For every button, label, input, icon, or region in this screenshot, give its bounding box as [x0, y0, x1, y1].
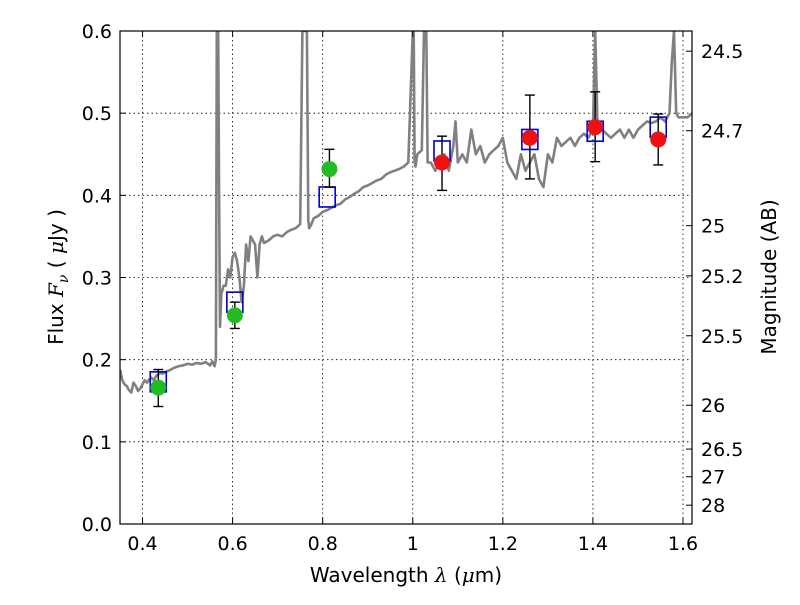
mag-tick-label: 25.2 — [701, 266, 743, 288]
grid-layer — [120, 30, 692, 525]
mag-tick-label: 26 — [701, 395, 725, 417]
mag-tick-label: 27 — [701, 467, 725, 489]
mag-tick-label: 26.5 — [701, 439, 743, 461]
model-flux-square — [318, 186, 336, 208]
observed-flux-point — [650, 131, 667, 148]
x-tick-label: 1.6 — [668, 533, 698, 555]
tick-layer: 0.4 0.6 0.8 1 1.2 1.4 1.6 0.0 0.1 0.2 0.3 0.4 0.5 0.6… — [82, 21, 744, 555]
x-axis-label: Wavelength λ (μm) — [310, 563, 502, 587]
mag-tick-label: 24.5 — [701, 41, 743, 63]
y-tick-label: 0.5 — [82, 103, 112, 125]
y-tick-label: 0.6 — [82, 21, 112, 43]
y-tick-label: 0.0 — [82, 514, 112, 536]
mag-tick-label: 28 — [701, 495, 725, 517]
template-spectrum-line — [120, 31, 692, 394]
spectrum-layer — [120, 31, 692, 394]
observed-flux-point — [150, 379, 167, 396]
observed-flux-point — [587, 119, 604, 136]
mag-tick-label: 25 — [701, 216, 725, 238]
y-axis-label: Flux Fν ( μJy ) — [44, 209, 72, 345]
x-tick-label: 1.2 — [488, 533, 518, 555]
x-tick-label: 0.6 — [217, 533, 247, 555]
y-tick-label: 0.4 — [82, 185, 112, 207]
y-tick-label: 0.2 — [82, 350, 112, 372]
observed-flux-point — [321, 161, 338, 178]
y-tick-label: 0.3 — [82, 268, 112, 290]
observed-flux-point — [226, 307, 243, 324]
mag-tick-label: 25.5 — [701, 326, 743, 348]
x-tick-label: 0.8 — [308, 533, 338, 555]
x-tick-label: 1.4 — [578, 533, 608, 555]
mag-tick-label: 24.7 — [701, 121, 743, 143]
y2-axis-label: Magnitude (AB) — [757, 199, 781, 354]
y-tick-label: 0.1 — [82, 432, 112, 454]
observed-layer — [150, 91, 667, 408]
x-tick-label: 0.4 — [127, 533, 157, 555]
x-tick-label: 1 — [407, 533, 419, 555]
observed-flux-point — [434, 154, 451, 171]
observed-flux-point — [521, 129, 538, 146]
